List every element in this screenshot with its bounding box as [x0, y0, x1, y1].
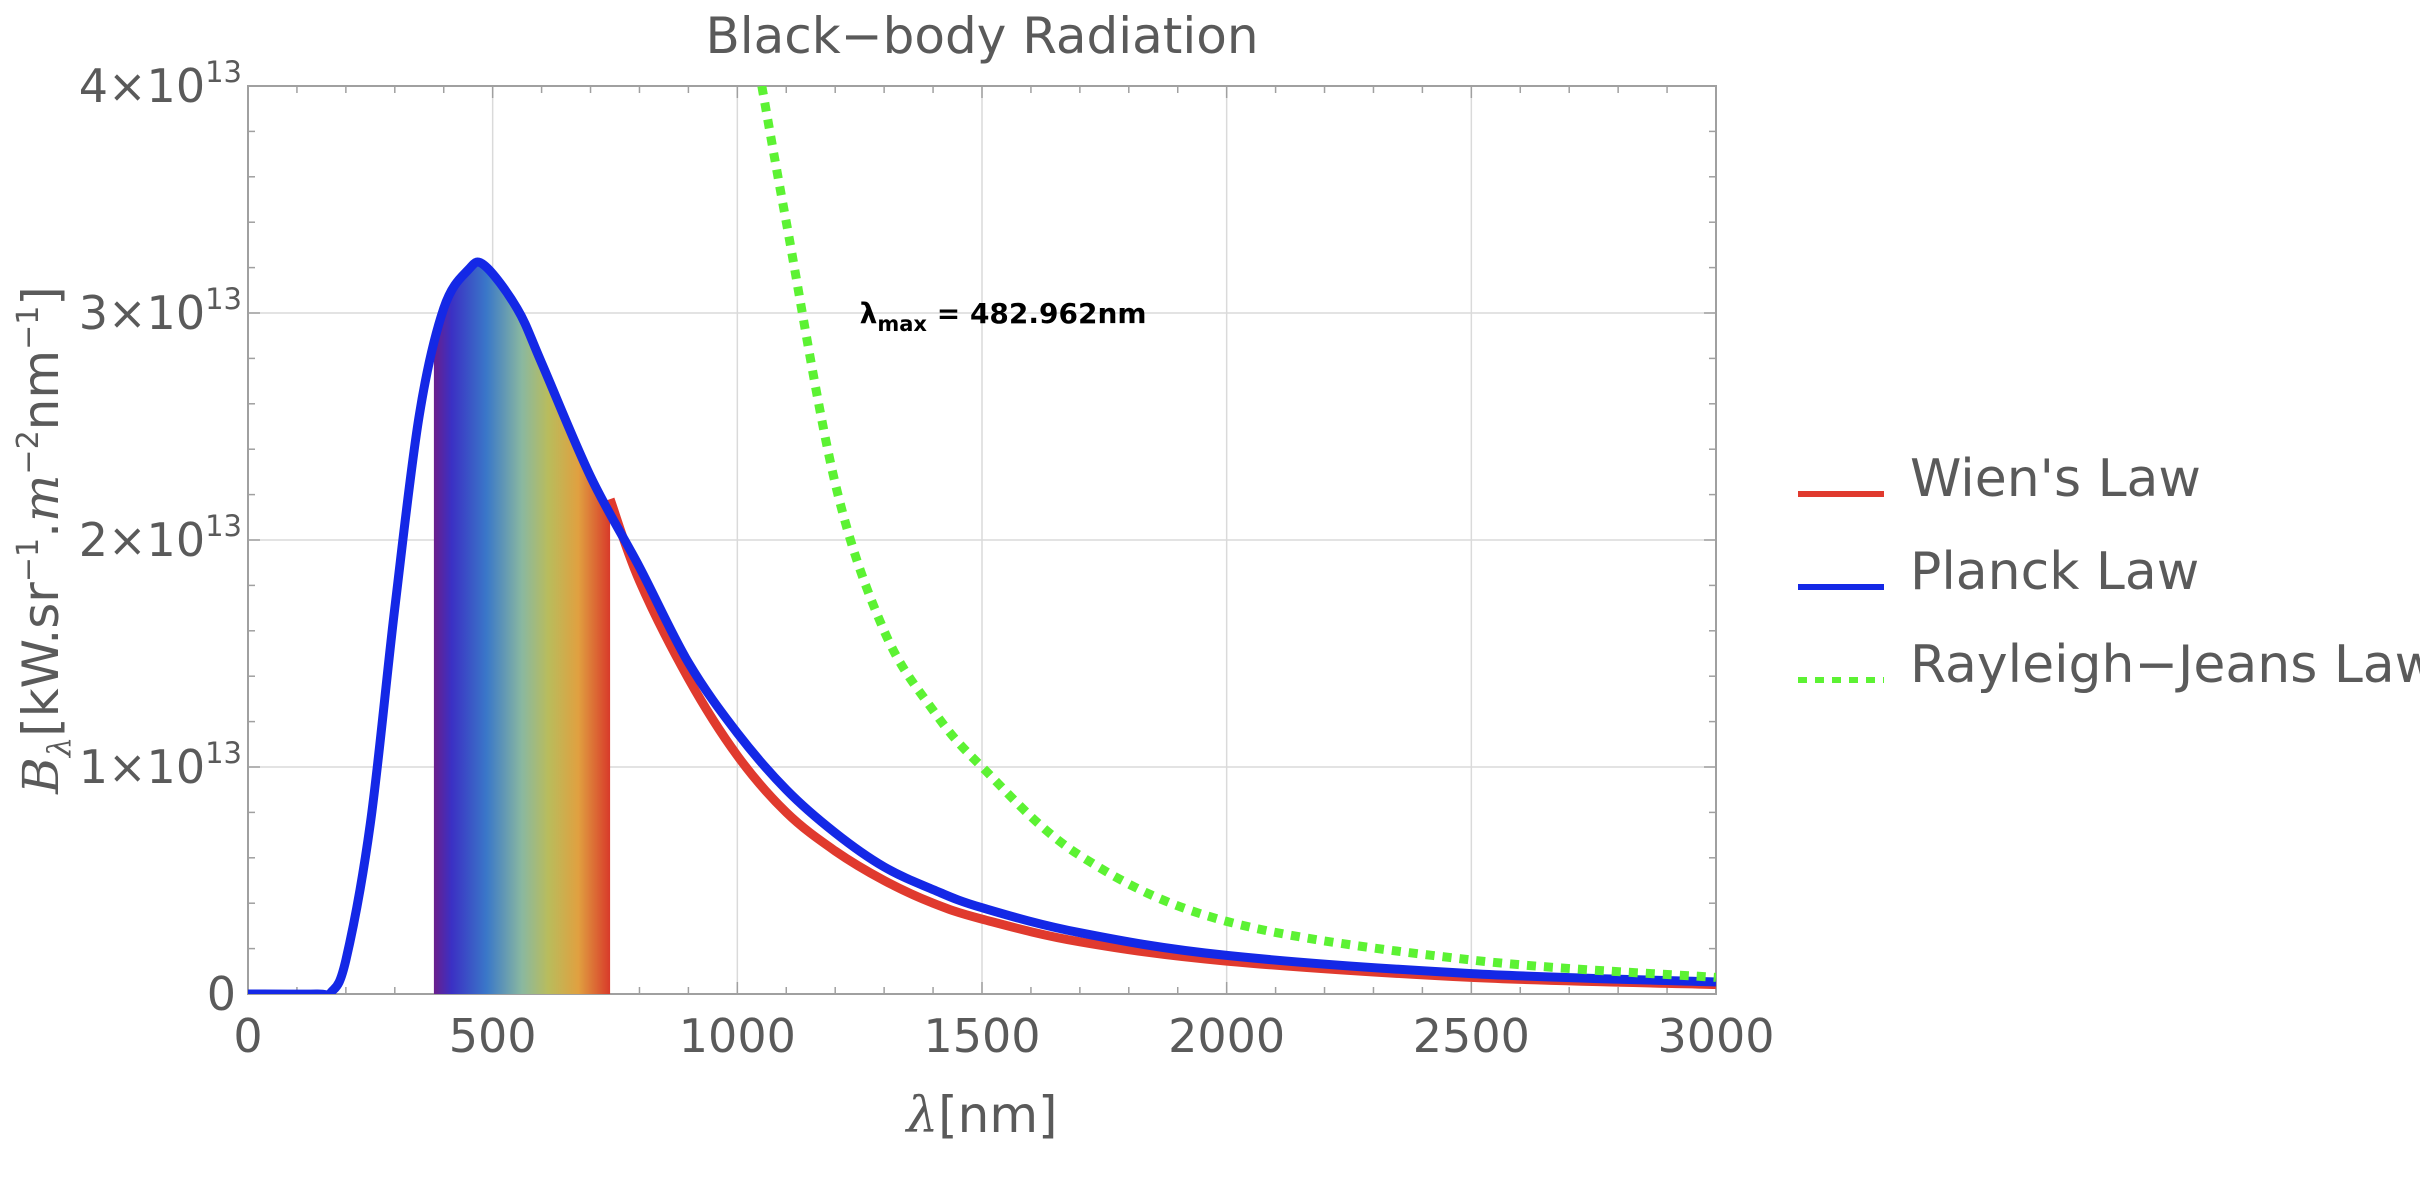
series-wien-s-law-line	[605, 497, 1716, 989]
y-tick-label: 4×1013	[79, 55, 242, 113]
minor-ticks	[247, 85, 1717, 995]
y-tick-label: 1×1013	[79, 736, 242, 794]
x-axis-label: λ[nm]	[904, 1086, 1057, 1144]
x-tick-label: 2000	[1168, 1009, 1285, 1063]
series-planck-law-line	[248, 257, 1716, 994]
y-tick-labels: 0 1×1013 2×1013 3×1013 4×1013	[79, 55, 242, 1021]
x-tick-labels: 0 500 1000 1500 2000 2500 3000	[233, 1009, 1774, 1063]
x-tick-label: 500	[449, 1009, 537, 1063]
x-tick-label: 2500	[1413, 1009, 1530, 1063]
series-layer	[248, 86, 1716, 994]
visible-spectrum-band	[433, 262, 611, 994]
lambda-max-annotation: λmax = 482.962nm	[860, 297, 1147, 336]
legend: Wien's Law Planck Law Rayleigh−Jeans Law	[1798, 449, 2420, 695]
x-tick-label: 0	[233, 1009, 262, 1063]
x-tick-label: 3000	[1657, 1009, 1774, 1063]
legend-label: Rayleigh−Jeans Law	[1910, 635, 2420, 695]
y-tick-label: 0	[207, 967, 236, 1021]
series-rayleigh-jeans-law-line	[757, 86, 1716, 982]
legend-label: Wien's Law	[1910, 449, 2201, 509]
y-tick-label: 2×1013	[79, 509, 242, 567]
legend-label: Planck Law	[1910, 542, 2199, 602]
x-tick-label: 1500	[923, 1009, 1040, 1063]
y-axis-label: Bλ[kW.sr−1.m−2nm−1]	[11, 286, 78, 795]
y-tick-label: 3×1013	[79, 282, 242, 340]
x-tick-label: 1000	[679, 1009, 796, 1063]
chart-title: Black−body Radiation	[705, 7, 1258, 65]
